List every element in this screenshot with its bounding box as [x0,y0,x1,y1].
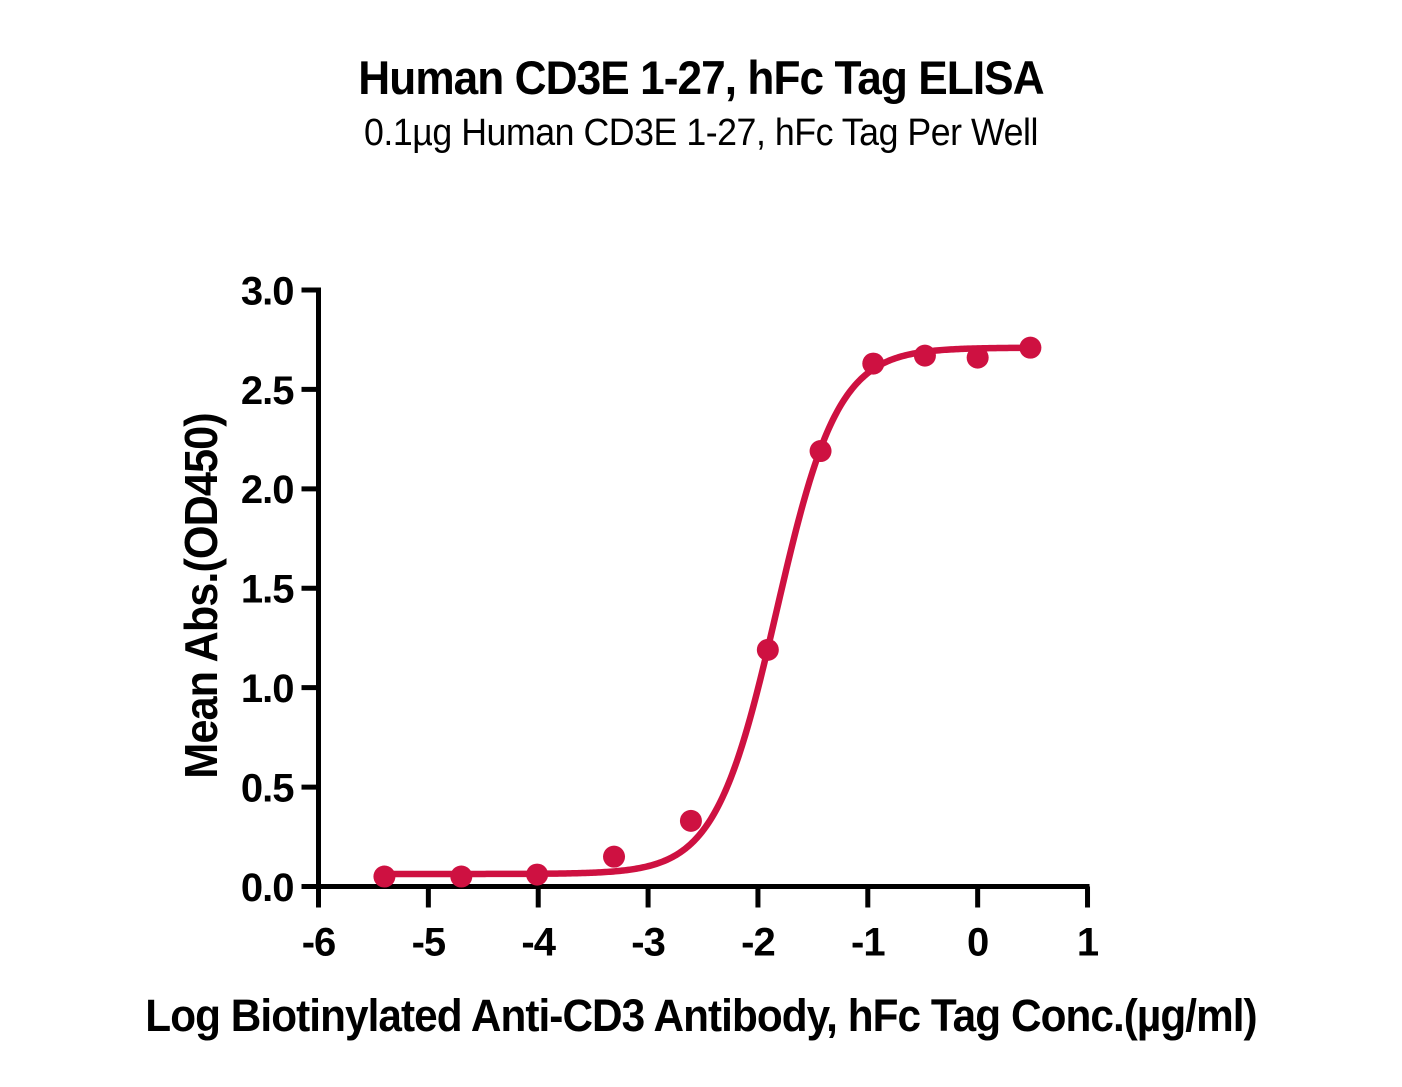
data-point-2 [526,863,549,886]
x-tick-label--5: -5 [412,921,446,965]
data-point-10 [1019,336,1042,359]
data-point-1 [450,865,473,888]
y-tick-label-1.5: 1.5 [241,568,294,612]
y-tick-label-0.5: 0.5 [241,766,294,810]
x-axis-label: Log Biotinylated Anti-CD3 Antibody, hFc … [145,990,1257,1041]
fit-curve [381,344,1034,878]
data-point-5 [756,638,779,661]
x-tick-label--2: -2 [741,921,775,965]
data-point-9 [966,346,989,369]
chart-subtitle: 0.1µg Human CD3E 1-27, hFc Tag Per Well [364,112,1038,154]
y-tick-label-1.0: 1.0 [241,667,294,711]
y-tick-label-0.0: 0.0 [241,866,294,910]
y-tick-label-2.0: 2.0 [241,468,294,512]
data-point-0 [373,865,396,888]
x-tick-label--3: -3 [631,921,665,965]
x-tick-label-1: 1 [1077,921,1099,965]
y-axis-label: Mean Abs.(OD450) [175,413,227,779]
y-tick-label-3.0: 3.0 [241,269,294,313]
x-tick-label--4: -4 [521,921,556,965]
data-point-4 [679,809,702,832]
data-point-7 [862,352,885,375]
y-tick-label-2.5: 2.5 [241,369,294,413]
chart-title: Human CD3E 1-27, hFc Tag ELISA [358,51,1044,104]
data-point-3 [603,845,626,868]
data-point-6 [809,440,832,463]
data-point-8 [913,344,936,367]
x-tick-label-0: 0 [967,921,988,965]
x-tick-label--6: -6 [302,921,336,965]
x-tick-label--1: -1 [851,921,885,965]
